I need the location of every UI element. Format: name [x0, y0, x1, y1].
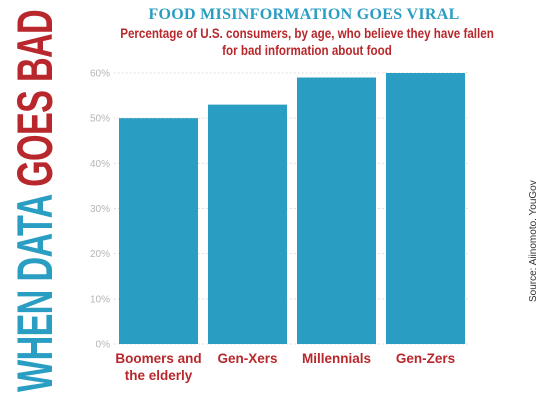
bars — [119, 73, 465, 345]
x-category-label: Gen-Zers — [396, 351, 455, 366]
x-category-label: Gen-Xers — [217, 351, 277, 366]
y-tick-label: 20% — [90, 249, 110, 260]
bar-millennials — [297, 77, 376, 345]
source-note: Source: Ajinomoto, YouGov — [528, 180, 536, 302]
x-category-label-line: the elderly — [125, 368, 193, 383]
bar-gen-zers — [386, 73, 465, 344]
side-banner-text: WHEN DATA GOES BAD — [7, 10, 63, 392]
x-category-label-line: Boomers and — [115, 351, 201, 366]
y-tick-label: 30% — [90, 204, 110, 215]
side-banner: WHEN DATA GOES BAD — [0, 0, 64, 402]
y-tick-label: 50% — [90, 114, 110, 125]
x-category-label: Millennials — [302, 351, 371, 366]
y-tick-label: 0% — [96, 340, 111, 351]
x-axis-labels: Boomers and the elderly Gen-Xers Millennial… — [115, 351, 455, 383]
y-axis-ticks: 0% 10% 20% 30% 40% 50% 60% — [90, 69, 110, 351]
x-category-label-line: Gen-Xers — [217, 351, 277, 366]
x-category-label: Boomers and the elderly — [115, 351, 201, 383]
side-banner-part1: WHEN DATA — [7, 187, 63, 392]
chart-title: FOOD MISINFORMATION GOES VIRAL — [148, 6, 460, 23]
x-category-label-line: Gen-Zers — [396, 351, 455, 366]
x-category-label-line: Millennials — [302, 351, 371, 366]
bar-gen-xers — [208, 104, 287, 344]
chart-subtitle: Percentage of U.S. consumers, by age, wh… — [120, 26, 494, 58]
bar-boomers-and-the-elderly — [119, 118, 198, 345]
y-tick-label: 10% — [90, 294, 110, 305]
side-banner-part2: GOES BAD — [7, 10, 63, 187]
y-tick-label: 60% — [90, 69, 110, 80]
y-tick-label: 40% — [90, 159, 110, 170]
